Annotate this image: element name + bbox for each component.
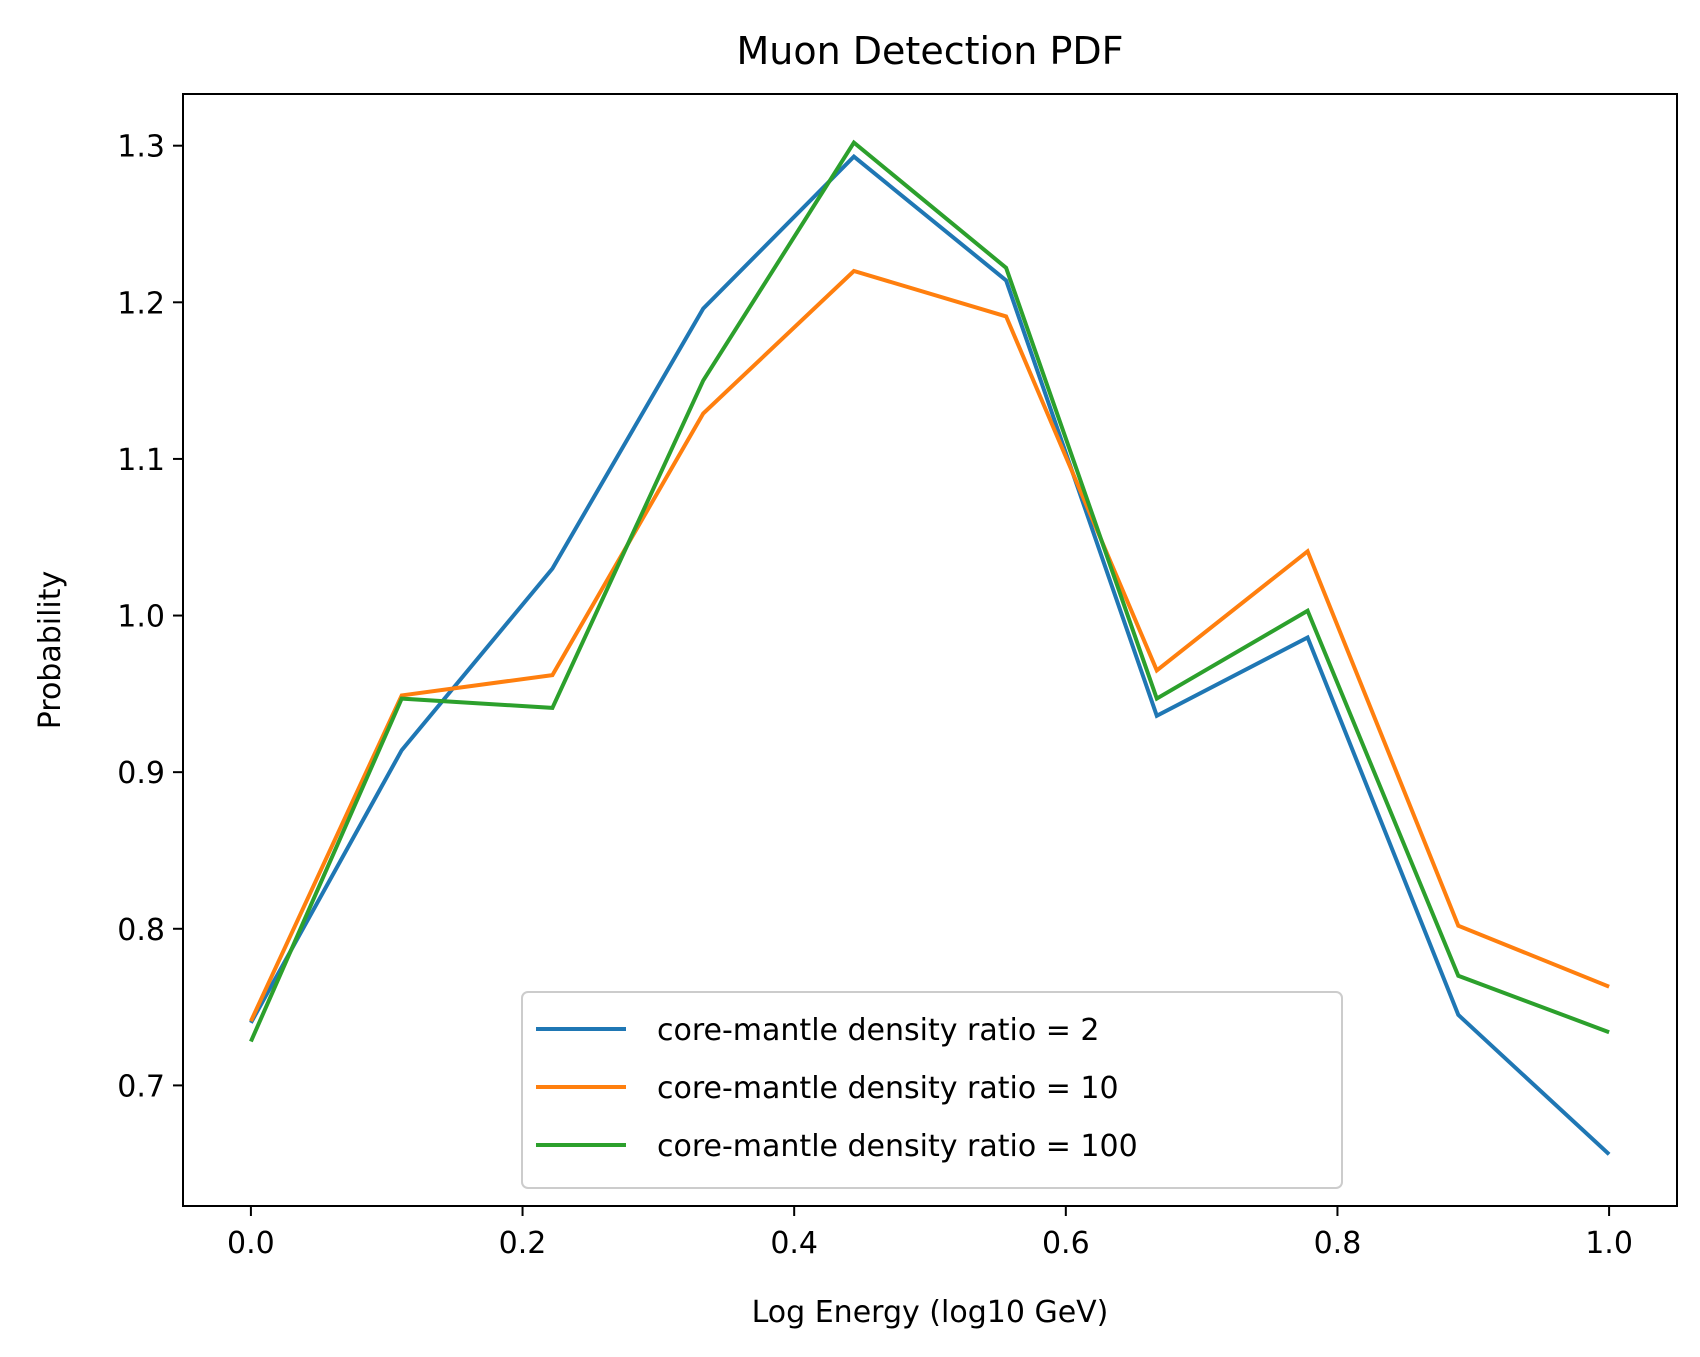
y-tick-label: 1.0 (117, 600, 165, 635)
x-axis-label: Log Energy (log10 GeV) (752, 1295, 1109, 1330)
y-tick-label: 1.1 (117, 443, 165, 478)
x-tick-label: 0.0 (227, 1226, 275, 1261)
chart-title: Muon Detection PDF (737, 29, 1124, 73)
plot-frame (182, 93, 1678, 1207)
series-line-2 (249, 139, 1610, 1043)
y-tick-label: 0.9 (117, 756, 165, 791)
series-line-1 (249, 268, 1610, 1023)
x-tick-label: 0.8 (1314, 1226, 1362, 1261)
y-axis-label: Probability (33, 571, 68, 730)
y-axis: 0.7 0.8 0.9 1.0 1.1 1.2 1.3 (117, 130, 183, 1104)
x-tick-label: 0.4 (770, 1226, 818, 1261)
legend-label-1: core-mantle density ratio = 10 (657, 1071, 1119, 1106)
legend-label-2: core-mantle density ratio = 100 (657, 1129, 1138, 1164)
series-line-0 (249, 153, 1611, 1156)
y-tick-label: 0.8 (117, 913, 165, 948)
legend: core-mantle density ratio = 2 core-mantle… (521, 991, 1343, 1189)
plot-lines (249, 139, 1611, 1156)
x-tick-label: 0.2 (499, 1226, 547, 1261)
y-tick-label: 0.7 (117, 1069, 165, 1104)
x-axis: 0.0 0.2 0.4 0.6 0.8 1.0 (227, 1206, 1633, 1261)
y-tick-label: 1.3 (117, 130, 165, 165)
x-tick-label: 1.0 (1585, 1226, 1633, 1261)
legend-box (521, 991, 1343, 1189)
y-tick-label: 1.2 (117, 286, 165, 321)
legend-label-0: core-mantle density ratio = 2 (657, 1013, 1100, 1048)
x-tick-label: 0.6 (1042, 1226, 1090, 1261)
